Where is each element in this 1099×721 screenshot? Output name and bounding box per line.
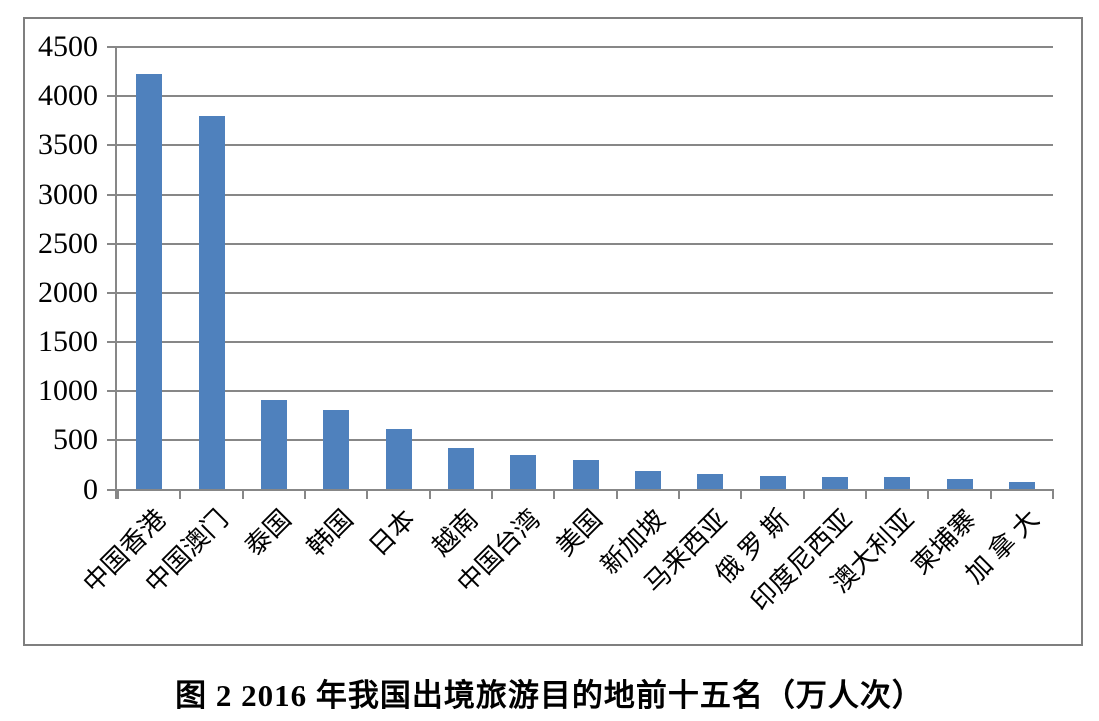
gridline-4500 [116, 46, 1053, 48]
bar-11 [759, 475, 786, 491]
y-tick-label: 1000 [38, 374, 98, 408]
x-tick-mark [802, 488, 805, 499]
y-tick-label: 1500 [38, 325, 98, 358]
y-tick-label: 4500 [38, 30, 98, 63]
x-tick-mark [179, 488, 182, 499]
bar-10 [697, 474, 724, 491]
gridline-1000 [116, 390, 1053, 393]
y-tick-mark [107, 439, 116, 442]
y-tick-label: 0 [83, 472, 98, 506]
bar-15 [1008, 482, 1035, 491]
x-tick-mark [553, 488, 556, 499]
bar-3 [260, 400, 287, 491]
x-tick-label: 韩国 [301, 504, 359, 562]
bar-13 [884, 477, 911, 491]
gridline-1500 [116, 341, 1053, 343]
y-tick-mark [107, 341, 116, 343]
bar-8 [572, 460, 599, 491]
y-tick-mark [107, 242, 116, 245]
x-tick-mark [865, 488, 867, 499]
y-tick-mark [107, 488, 116, 491]
y-tick-label: 3500 [38, 128, 98, 162]
y-axis-line [115, 46, 117, 499]
y-tick-mark [107, 291, 116, 294]
x-tick-mark [1052, 488, 1054, 499]
bar-12 [821, 476, 848, 491]
y-tick-mark [107, 144, 116, 147]
x-tick-mark [241, 488, 244, 499]
gridline-2000 [116, 291, 1053, 294]
bar-4 [323, 409, 350, 491]
bar-2 [198, 115, 225, 491]
bar-9 [634, 470, 661, 491]
gridline-2500 [116, 242, 1053, 245]
x-tick-mark [428, 488, 431, 499]
x-tick-mark [117, 488, 119, 499]
y-tick-mark [107, 95, 116, 98]
x-tick-mark [366, 488, 369, 499]
x-tick-mark [740, 488, 743, 499]
x-tick-mark [989, 488, 992, 499]
bar-14 [946, 479, 973, 491]
gridline-4000 [116, 95, 1053, 98]
y-tick-label: 3000 [38, 177, 98, 211]
y-tick-mark [107, 46, 116, 48]
gridline-500 [116, 439, 1053, 442]
y-tick-mark [107, 390, 116, 393]
bar-1 [136, 73, 163, 491]
x-tick-mark [927, 488, 930, 499]
gridline-3000 [116, 193, 1053, 196]
y-tick-label: 2500 [38, 226, 98, 260]
y-tick-label: 500 [53, 423, 98, 457]
y-tick-mark [107, 193, 116, 196]
x-tick-mark [615, 488, 618, 499]
y-tick-label: 2000 [38, 275, 98, 309]
x-tick-mark [678, 488, 680, 499]
y-tick-label: 4000 [38, 79, 98, 113]
chart-caption: 图 2 2016 年我国出境旅游目的地前十五名（万人次） [175, 678, 924, 713]
x-tick-mark [491, 488, 493, 499]
x-tick-label: 日本 [364, 504, 422, 562]
x-axis-line [116, 488, 1053, 491]
bar-5 [385, 429, 412, 491]
bar-7 [510, 455, 537, 491]
bar-6 [447, 448, 474, 491]
x-tick-label: 泰国 [239, 504, 297, 562]
x-tick-mark [304, 488, 306, 499]
gridline-3500 [116, 144, 1053, 147]
